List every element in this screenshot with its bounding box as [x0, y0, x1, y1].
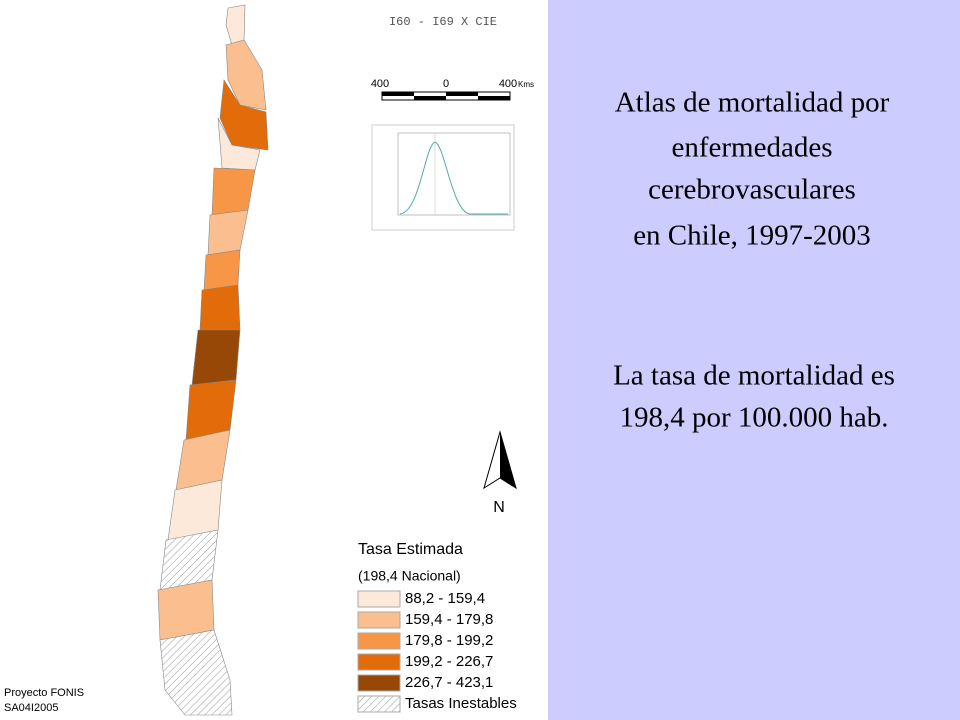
legend-swatch [357, 611, 401, 629]
legend-swatch [357, 653, 401, 671]
legend-swatch [357, 590, 401, 608]
note-line: 198,4 por 100.000 hab. [619, 402, 888, 434]
credit: Proyecto FONIS [4, 687, 84, 699]
title-panel [548, 0, 960, 720]
scale-label: 400 [371, 78, 389, 90]
legend-label: 88,2 - 159,4 [405, 590, 485, 607]
legend: Tasa Estimada (198,4 Nacional) 88,2 - 15… [357, 541, 517, 713]
title-line: enfermedades [671, 132, 832, 164]
map [157, 4, 269, 716]
credit: SA04I2005 [4, 702, 58, 714]
title: Atlas de mortalidad por enfermedades cereb… [613, 87, 895, 434]
legend-swatch [357, 674, 401, 692]
code-label: I60 - I69 X CIE [389, 15, 497, 29]
north-label: N [493, 499, 505, 516]
legend-title: Tasa Estimada [358, 541, 463, 558]
inset-plot [371, 124, 515, 231]
note-line: La tasa de mortalidad es [613, 360, 895, 392]
title-line: en Chile, 1997-2003 [633, 220, 871, 252]
legend-label: 179,8 - 199,2 [405, 632, 493, 649]
legend-label: 226,7 - 423,1 [405, 674, 493, 691]
legend-swatch [357, 632, 401, 650]
scale-label: 0 [443, 78, 449, 90]
north-arrow: N [483, 430, 517, 516]
scale-bar: 400 0 400 Kms [371, 78, 534, 101]
scale-label: 400 [499, 78, 517, 90]
legend-label: 159,4 - 179,8 [405, 611, 493, 628]
legend-label: Tasas Inestables [405, 695, 517, 712]
legend-subtitle: (198,4 Nacional) [358, 568, 461, 584]
title-line: Atlas de mortalidad por [615, 87, 890, 119]
title-line: cerebrovasculares [648, 174, 856, 206]
legend-label: 199,2 - 226,7 [405, 653, 493, 670]
legend-swatch [357, 695, 401, 713]
scale-unit: Kms [518, 80, 534, 89]
